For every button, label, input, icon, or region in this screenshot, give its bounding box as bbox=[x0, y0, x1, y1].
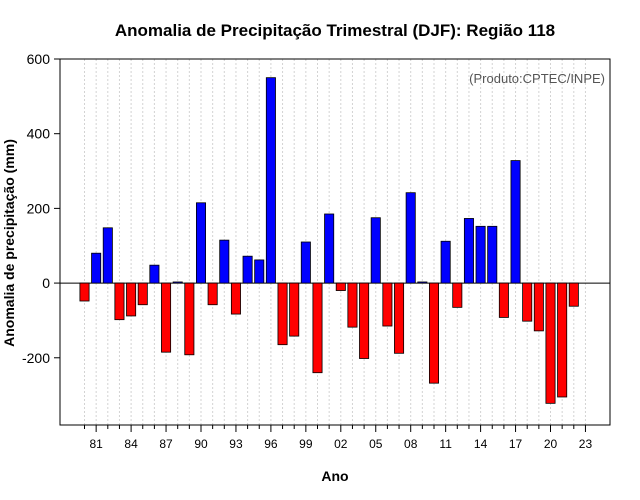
bar-1981 bbox=[91, 252, 102, 284]
bar-1989 bbox=[184, 282, 195, 356]
y-tick-label-400: 400 bbox=[27, 126, 51, 142]
bar-2005 bbox=[370, 217, 381, 284]
bar-2002 bbox=[335, 282, 346, 291]
bar-2007 bbox=[394, 282, 405, 354]
bar-1991 bbox=[207, 282, 218, 306]
bar-2013 bbox=[463, 218, 474, 284]
bar-2016 bbox=[498, 282, 509, 318]
x-tick-label-90: 90 bbox=[194, 437, 208, 451]
source-note: (Produto:CPTEC/INPE) bbox=[469, 71, 605, 86]
bar-1987 bbox=[161, 282, 172, 353]
bar-1982 bbox=[102, 227, 113, 284]
bar-1984 bbox=[126, 282, 137, 317]
bar-2019 bbox=[533, 282, 544, 332]
bar-1992 bbox=[219, 239, 230, 284]
bars-layer bbox=[79, 77, 579, 404]
y-tick-label-200: 200 bbox=[27, 200, 51, 216]
bar-2015 bbox=[487, 225, 498, 284]
x-tick-label-14: 14 bbox=[474, 437, 488, 451]
bar-1996 bbox=[265, 77, 276, 284]
bar-1983 bbox=[114, 282, 125, 321]
bar-1990 bbox=[195, 202, 206, 284]
bar-2022 bbox=[568, 282, 579, 307]
bar-1998 bbox=[289, 282, 300, 337]
bar-1995 bbox=[254, 259, 265, 284]
bar-1993 bbox=[230, 282, 241, 315]
x-tick-label-17: 17 bbox=[509, 437, 523, 451]
bar-2020 bbox=[545, 282, 556, 404]
bar-1997 bbox=[277, 282, 288, 346]
x-tick-label-11: 11 bbox=[439, 437, 452, 451]
bar-2017 bbox=[510, 160, 521, 284]
axes-layer: -200 0 200 400 600 81 84 87 90 93 96 99 02 05 08 11 14 17… bbox=[22, 51, 611, 451]
bar-2010 bbox=[428, 282, 439, 384]
bar-2021 bbox=[557, 282, 568, 398]
x-tick-label-23: 23 bbox=[579, 437, 593, 451]
grid-layer bbox=[84, 59, 586, 425]
x-tick-label-84: 84 bbox=[124, 437, 138, 451]
x-tick-label-93: 93 bbox=[229, 437, 243, 451]
x-tick-label-02: 02 bbox=[334, 437, 348, 451]
bar-2012 bbox=[452, 282, 463, 308]
x-axis-label: Ano bbox=[321, 468, 348, 484]
x-tick-label-96: 96 bbox=[264, 437, 278, 451]
bar-1986 bbox=[149, 264, 160, 284]
x-tick-label-81: 81 bbox=[89, 437, 103, 451]
bar-2018 bbox=[522, 282, 533, 322]
bar-2009 bbox=[417, 281, 428, 284]
bar-2014 bbox=[475, 225, 486, 284]
y-tick-label-600: 600 bbox=[27, 51, 51, 67]
y-tick-label-0: 0 bbox=[42, 275, 50, 291]
x-tick-label-87: 87 bbox=[159, 437, 173, 451]
bar-1980 bbox=[79, 282, 90, 302]
x-tick-label-99: 99 bbox=[299, 437, 313, 451]
bar-1999 bbox=[300, 241, 311, 284]
y-axis-label: Anomalia de precipitação (mm) bbox=[1, 139, 17, 347]
x-tick-label-05: 05 bbox=[369, 437, 383, 451]
bar-1985 bbox=[137, 282, 148, 306]
plot-frame bbox=[59, 58, 611, 426]
bar-2000 bbox=[312, 282, 323, 374]
bar-2006 bbox=[382, 282, 393, 327]
bar-1994 bbox=[242, 255, 253, 284]
bar-2004 bbox=[359, 282, 370, 359]
y-tick-label--200: -200 bbox=[22, 350, 50, 366]
x-tick-label-20: 20 bbox=[544, 437, 558, 451]
x-tick-label-08: 08 bbox=[404, 437, 418, 451]
bar-2003 bbox=[347, 282, 358, 328]
bar-2008 bbox=[405, 192, 416, 284]
chart-title: Anomalia de Precipitação Trimestral (DJF… bbox=[115, 21, 555, 40]
bar-2001 bbox=[324, 213, 335, 284]
bar-2011 bbox=[440, 240, 451, 284]
bar-1988 bbox=[172, 281, 183, 284]
